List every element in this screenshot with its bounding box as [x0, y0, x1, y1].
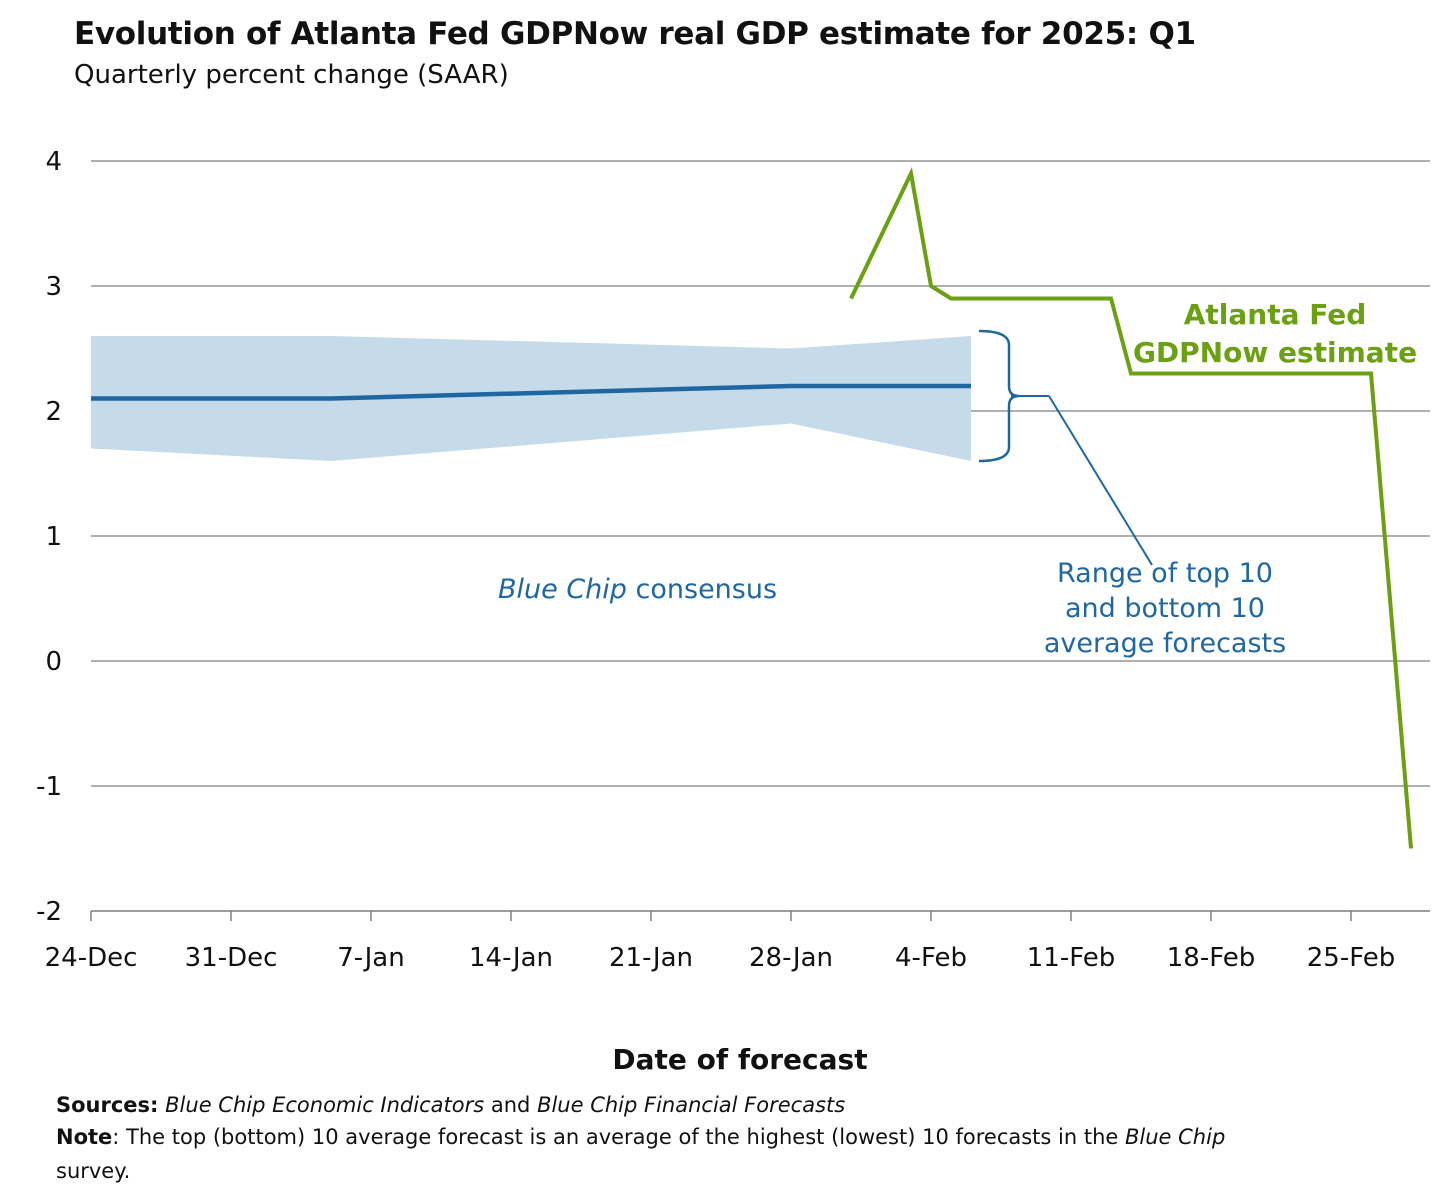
range-label-line3: average forecasts: [1043, 628, 1287, 659]
sources-part1: Blue Chip Economic Indicators: [165, 1093, 485, 1117]
gdpnow-line: [849, 167, 1413, 849]
x-tick-label: 25-Feb: [1307, 943, 1396, 973]
y-tick-label: 3: [45, 272, 62, 302]
note-italic: Blue Chip: [1125, 1125, 1226, 1149]
note-tail: survey.: [56, 1159, 131, 1183]
note-text: : The top (bottom) 10 average forecast i…: [112, 1125, 1119, 1149]
range-band: [91, 336, 971, 461]
x-tick-label: 24-Dec: [45, 943, 138, 973]
footnote: Note: The top (bottom) 10 average foreca…: [56, 1120, 1386, 1188]
y-tick-label: -2: [36, 897, 62, 927]
gdpnow-label-line2: GDPNow estimate: [1132, 336, 1418, 369]
y-tick-label: 1: [45, 522, 62, 552]
chart-subtitle: Quarterly percent change (SAAR): [74, 60, 509, 90]
sources-note: Sources: Blue Chip Economic Indicators a…: [56, 1088, 1386, 1122]
consensus-label: Blue Chip consensus: [498, 574, 777, 605]
consensus-line: [91, 383, 971, 401]
x-tick-label: 7-Jan: [337, 943, 404, 973]
range-leader-line: [1048, 395, 1153, 566]
x-axis-layer: 24-Dec 31-Dec 7-Jan 14-Jan 21-Jan 28-Jan 4-Feb…: [45, 910, 1430, 973]
x-tick-label: 18-Feb: [1167, 943, 1256, 973]
x-axis-title: Date of forecast: [612, 1043, 868, 1076]
range-label-line1: Range of top 10: [1057, 558, 1273, 589]
x-tick-label: 4-Feb: [895, 943, 967, 973]
x-tick-label: 11-Feb: [1027, 943, 1116, 973]
consensus-label-italic: Blue Chip: [498, 574, 627, 605]
x-tick-label: 31-Dec: [185, 943, 278, 973]
y-tick-label: -1: [36, 772, 62, 802]
range-label: Range of top 10 and bottom 10 average fo…: [1020, 556, 1310, 661]
x-tick-label: 28-Jan: [749, 943, 833, 973]
consensus-label-rest: consensus: [635, 574, 778, 605]
sources-and: and: [490, 1093, 531, 1117]
gdpnow-label: Atlanta Fed GDPNow estimate: [1130, 296, 1420, 372]
range-label-line2: and bottom 10: [1065, 593, 1265, 624]
note-label: Note: [56, 1125, 113, 1149]
x-tick-label: 14-Jan: [469, 943, 553, 973]
gdpnow-label-line1: Atlanta Fed: [1183, 298, 1367, 331]
y-tick-label: 4: [45, 147, 62, 177]
series-layer: [91, 167, 1413, 849]
range-brace-layer: [978, 329, 1153, 566]
y-tick-label: 0: [45, 647, 62, 677]
y-tick-label: 2: [45, 397, 62, 427]
range-band-layer: [91, 336, 971, 461]
x-tick-label: 21-Jan: [609, 943, 693, 973]
chart-title: Evolution of Atlanta Fed GDPNow real GDP…: [74, 16, 1196, 52]
sources-part2: Blue Chip Financial Forecasts: [537, 1093, 846, 1117]
grid-layer: -2 -1 0 1 2 3 4: [36, 147, 1430, 927]
sources-label: Sources:: [56, 1093, 159, 1117]
